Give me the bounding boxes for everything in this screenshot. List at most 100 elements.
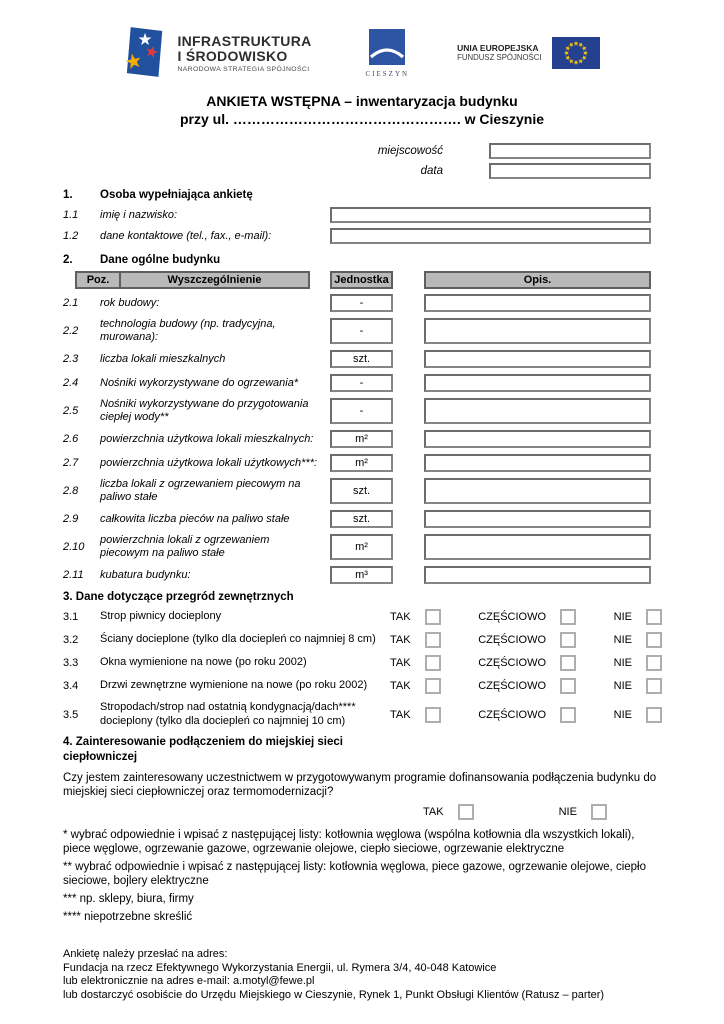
description-input[interactable]	[424, 398, 651, 424]
column-pos: Poz.	[77, 273, 121, 287]
row-pos: 2.10	[63, 541, 85, 553]
nss-line1: INFRASTRUKTURA	[177, 32, 312, 49]
section4-question: Czy jestem zainteresowany uczestnictwem …	[63, 772, 657, 798]
description-input[interactable]	[424, 566, 651, 584]
description-input[interactable]	[424, 478, 651, 504]
tak-checkbox[interactable]	[424, 632, 441, 648]
description-input[interactable]	[424, 510, 651, 528]
name-input[interactable]	[330, 206, 651, 223]
description-input[interactable]	[424, 318, 651, 344]
row-label: Drzwi zewnętrzne wymienione na nowe (po …	[100, 679, 368, 692]
row-label: imię i nazwisko:	[100, 208, 178, 221]
description-input[interactable]	[424, 454, 651, 472]
checkbox-row: 3.4 Drzwi zewnętrzne wymienione na nowe …	[63, 678, 724, 694]
table-row: 2.3 liczba lokali mieszkalnych szt.	[63, 350, 724, 368]
czesciowo-checkbox[interactable]	[560, 655, 577, 671]
section2-heading: 2. Dane ogólne budynku	[63, 254, 724, 266]
table-row: 2.7 powierzchnia użytkowa lokali użytkow…	[63, 454, 724, 472]
section4-heading: 4. Zainteresowanie podłączeniem do miejs…	[63, 736, 343, 763]
unit-value: szt.	[330, 350, 393, 368]
row-label: liczba lokali z ogrzewaniem piecowym na …	[100, 478, 301, 503]
checkbox-row: 3.5 Stropodach/strop nad ostatnią kondyg…	[63, 701, 724, 728]
tak-checkbox[interactable]	[424, 609, 441, 625]
unit-value: -	[330, 318, 393, 344]
section1-title: Osoba wypełniająca ankietę	[100, 189, 253, 201]
table-header: Poz. Wyszczególnienie Jednostka Opis.	[75, 271, 724, 289]
eu-logo: UNIA EUROPEJSKA FUNDUSZ SPÓJNOŚCI	[457, 37, 600, 69]
czesciowo-checkbox[interactable]	[560, 706, 577, 723]
date-input[interactable]	[489, 163, 651, 179]
checkbox-row: 3.2 Ściany docieplone (tylko dla dociepl…	[63, 632, 724, 648]
place-label: miejscowość	[377, 145, 443, 157]
description-input[interactable]	[424, 374, 651, 392]
nss-flag-icon	[124, 27, 163, 77]
column-unit: Jednostka	[330, 271, 393, 289]
cieszyn-bridge-icon	[369, 29, 406, 65]
description-input[interactable]	[424, 430, 651, 448]
description-input[interactable]	[424, 294, 651, 312]
table-row: 2.8 liczba lokali z ogrzewaniem piecowym…	[63, 478, 724, 504]
page-title: ANKIETA WSTĘPNA – inwentaryzacja budynku…	[0, 93, 724, 128]
nie-checkbox[interactable]	[645, 706, 662, 723]
footer-line: Ankietę należy przesłać na adres:	[63, 948, 228, 960]
options: TAK CZĘŚCIOWO NIE	[390, 609, 662, 625]
contact-input[interactable]	[330, 227, 651, 244]
table-row: 2.2 technologia budowy (np. tradycyjna, …	[63, 318, 724, 344]
czesciowo-label: CZĘŚCIOWO	[478, 634, 547, 646]
form-row: 1.1 imię i nazwisko:	[63, 204, 724, 225]
czesciowo-label: CZĘŚCIOWO	[478, 611, 547, 623]
cieszyn-logo: CIESZYN	[366, 28, 410, 78]
czesciowo-label: CZĘŚCIOWO	[478, 680, 547, 692]
czesciowo-checkbox[interactable]	[560, 678, 577, 694]
unit-value: szt.	[330, 478, 393, 504]
unit-value: -	[330, 374, 393, 392]
table-row: 2.1 rok budowy: -	[63, 294, 724, 312]
unit-value: m²	[330, 454, 393, 472]
tak-checkbox[interactable]	[424, 678, 441, 694]
options: TAK CZĘŚCIOWO NIE	[390, 678, 662, 694]
nie-checkbox[interactable]	[645, 609, 662, 625]
eu-line1: UNIA EUROPEJSKA	[457, 43, 539, 53]
tak-label: TAK	[390, 680, 411, 692]
nie-checkbox[interactable]	[645, 655, 662, 671]
nie-checkbox[interactable]	[645, 632, 662, 648]
nss-logo: INFRASTRUKTURA I ŚRODOWISKO NARODOWA STR…	[124, 24, 311, 82]
tak-checkbox[interactable]	[424, 655, 441, 671]
row-label: Strop piwnicy docieplony	[100, 610, 222, 623]
nss-logo-text: INFRASTRUKTURA I ŚRODOWISKO NARODOWA STR…	[177, 32, 312, 73]
row-pos: 2.5	[63, 405, 79, 417]
tak-checkbox[interactable]	[457, 804, 474, 820]
description-input[interactable]	[424, 534, 651, 560]
czesciowo-checkbox[interactable]	[560, 609, 577, 625]
header-logos: INFRASTRUKTURA I ŚRODOWISKO NARODOWA STR…	[0, 22, 724, 84]
row-label: całkowita liczba pieców na paliwo stałe	[100, 512, 290, 525]
tak-checkbox[interactable]	[424, 706, 441, 723]
form-row: 1.2 dane kontaktowe (tel., fax., e-mail)…	[63, 225, 724, 246]
row-label: Okna wymienione na nowe (po roku 2002)	[100, 656, 307, 669]
unit-value: szt.	[330, 510, 393, 528]
nie-label: NIE	[613, 634, 632, 646]
table-row: 2.6 powierzchnia użytkowa lokali mieszka…	[63, 430, 724, 448]
row-pos: 2.1	[63, 297, 79, 309]
table-row: 2.5 Nośniki wykorzystywane do przygotowa…	[63, 398, 724, 424]
row-label: Nośniki wykorzystywane do przygotowania …	[100, 398, 309, 423]
row-pos: 1.2	[63, 229, 79, 242]
row-pos: 2.6	[63, 433, 79, 445]
meta-row-date: data	[63, 161, 651, 181]
row-pos: 3.1	[63, 611, 79, 623]
meta-fields: miejscowość data	[63, 141, 651, 181]
footer-line: lub elektronicznie na adres e-mail: a.mo…	[63, 975, 315, 987]
options: TAK CZĘŚCIOWO NIE	[390, 655, 662, 671]
nie-checkbox[interactable]	[590, 804, 607, 820]
section3-heading: 3. Dane dotyczące przegród zewnętrznych	[63, 591, 294, 603]
description-input[interactable]	[424, 350, 651, 368]
date-label: data	[420, 165, 443, 177]
table-row: 2.4 Nośniki wykorzystywane do ogrzewania…	[63, 374, 724, 392]
nss-line2: I ŚRODOWISKO	[177, 47, 288, 64]
row-label: powierzchnia użytkowa lokali mieszkalnyc…	[100, 432, 314, 445]
place-input[interactable]	[489, 143, 651, 159]
czesciowo-checkbox[interactable]	[560, 632, 577, 648]
title-line2: przy ul. …………………………………………. w Cieszynie	[179, 110, 545, 127]
nie-checkbox[interactable]	[645, 678, 662, 694]
